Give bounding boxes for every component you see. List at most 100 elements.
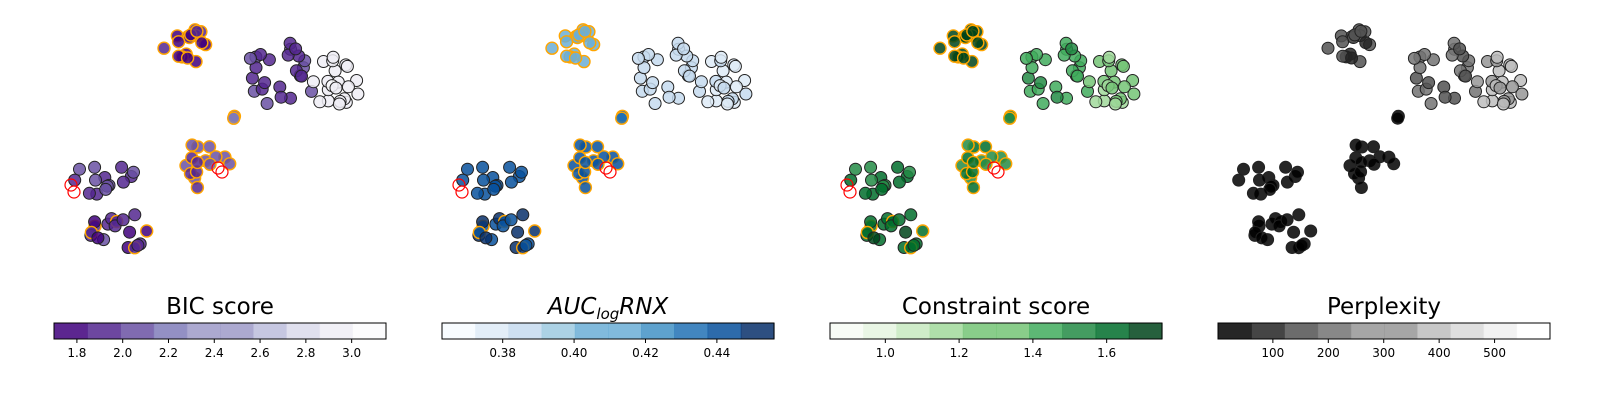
data-point	[867, 231, 881, 245]
data-point	[326, 50, 340, 64]
data-point	[190, 24, 204, 38]
data-point	[476, 160, 490, 174]
data-point	[313, 95, 327, 109]
colorbar-tick-label: 1.4	[1023, 346, 1042, 360]
data-point	[222, 157, 237, 171]
data-point	[573, 138, 587, 152]
data-point	[1438, 90, 1452, 104]
data-point	[683, 69, 696, 83]
data-point	[739, 87, 753, 101]
data-point	[243, 51, 257, 65]
data-point	[91, 231, 105, 245]
data-point	[1246, 186, 1260, 200]
data-point	[694, 75, 708, 89]
colorbar-tick-label: 2.2	[159, 346, 178, 360]
data-point	[116, 213, 130, 227]
highlight-point	[987, 161, 1001, 175]
highlight-point	[599, 161, 613, 175]
colorbar-segment	[1516, 323, 1551, 339]
data-point	[907, 238, 921, 252]
scatter-points	[64, 23, 365, 255]
data-point	[351, 87, 365, 101]
colorbar-segment	[253, 323, 287, 339]
data-point	[260, 97, 274, 110]
colorbar-tick-label: 400	[1428, 346, 1451, 360]
data-point	[528, 224, 542, 238]
data-point	[1117, 80, 1131, 94]
colorbar-frame	[829, 322, 1163, 340]
data-point	[615, 111, 629, 125]
data-point	[1003, 111, 1017, 125]
colorbar-frame	[441, 322, 775, 340]
data-point	[947, 35, 962, 49]
data-point	[1354, 24, 1368, 38]
data-point	[1470, 75, 1484, 89]
colorbar: 1.0 1.2 1.4 1.6	[829, 322, 1163, 360]
colorbar-segment	[863, 323, 897, 339]
data-point	[1496, 97, 1510, 111]
highlight-point	[843, 185, 857, 199]
colorbar-segment	[541, 323, 576, 339]
data-point	[470, 186, 484, 200]
data-point	[1359, 36, 1373, 50]
data-point	[73, 162, 86, 176]
data-point	[545, 41, 559, 55]
data-point	[971, 36, 985, 50]
data-point	[1407, 51, 1421, 65]
data-point	[88, 160, 102, 174]
colorbar-tick-label: 1.8	[67, 346, 86, 360]
data-point	[578, 24, 592, 38]
data-point	[933, 41, 947, 55]
data-point	[1291, 165, 1304, 179]
data-point	[329, 81, 343, 95]
data-point	[1354, 155, 1368, 169]
colorbar-tick-label: 1.0	[876, 346, 895, 360]
colorbar-tick-label: 0.44	[704, 346, 731, 360]
data-point	[226, 111, 241, 125]
colorbar-segment	[87, 323, 121, 339]
data-point	[99, 182, 113, 196]
colorbar-segment	[1062, 323, 1097, 339]
colorbar-tick-label: 100	[1261, 346, 1284, 360]
highlight-point	[452, 178, 466, 192]
data-point	[1505, 80, 1519, 94]
colorbar-segment	[1095, 323, 1130, 339]
colorbar-segment	[1284, 323, 1319, 339]
data-point	[1252, 160, 1266, 174]
colorbar-tick-label: 500	[1483, 346, 1506, 360]
data-point	[1292, 208, 1306, 222]
colorbar-segment	[286, 323, 321, 339]
data-point	[1253, 173, 1266, 187]
colorbar-tick-label: 2.4	[205, 346, 224, 360]
colorbar: 1.8 2.0 2.2 2.4 2.6 2.8 3.0	[53, 322, 387, 360]
colorbar-segment	[707, 323, 742, 339]
data-point	[1279, 160, 1293, 174]
data-point	[1252, 215, 1266, 229]
data-point	[190, 155, 205, 170]
highlight-point	[64, 178, 78, 192]
highlight-point	[215, 165, 229, 179]
data-point	[899, 225, 913, 239]
colorbar-tick-label: 0.42	[632, 346, 659, 360]
data-point	[849, 162, 862, 176]
data-point	[611, 157, 625, 171]
data-point	[341, 80, 355, 94]
data-point	[1422, 76, 1436, 90]
colorbar-segment	[996, 323, 1030, 339]
data-point	[966, 155, 981, 170]
colorbar-segment	[475, 323, 509, 339]
data-point	[1504, 59, 1518, 73]
scatter-points	[1232, 23, 1529, 255]
colorbar-frame	[53, 322, 387, 340]
data-point	[1304, 224, 1318, 238]
colorbar-segment	[442, 323, 476, 339]
data-point	[1050, 90, 1064, 104]
data-point	[1019, 51, 1033, 65]
data-point	[185, 138, 199, 152]
data-point	[1102, 50, 1116, 64]
data-point	[1387, 157, 1401, 171]
data-point	[1237, 162, 1250, 176]
data-point	[892, 175, 906, 189]
data-point	[864, 160, 878, 174]
colorbar-segment	[54, 323, 88, 339]
